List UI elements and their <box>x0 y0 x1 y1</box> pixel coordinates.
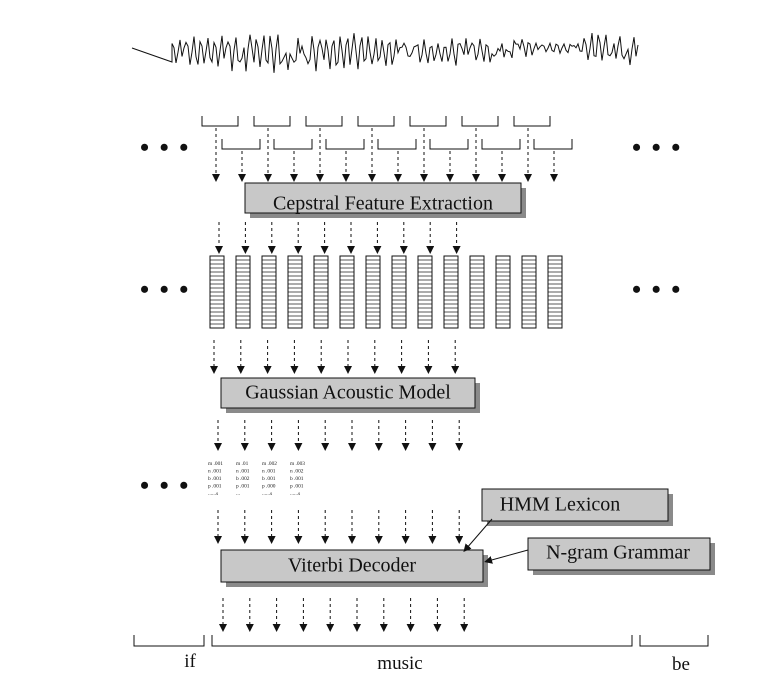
feature-vector <box>313 255 329 329</box>
likelihood-cell: ......s <box>262 491 272 497</box>
feature-vector <box>365 255 381 329</box>
likelihood-cell: n .001 <box>236 469 250 475</box>
likelihood-cell: m .001 <box>208 461 223 467</box>
word-music: music <box>377 653 422 674</box>
word-be: be <box>672 654 690 675</box>
speech-waveform <box>131 33 639 73</box>
word-if: if <box>184 651 196 672</box>
lexicon-to-decoder-arrow <box>463 518 493 553</box>
acoustic-model-label: Gaussian Acoustic Model <box>245 382 451 404</box>
frame-bracket-lower <box>377 139 417 150</box>
frame-bracket-lower <box>429 139 469 150</box>
feature-vector <box>495 255 511 329</box>
feature-vector <box>209 255 225 329</box>
frame-bracket-lower <box>325 139 365 150</box>
likelihood-cell: n .001 <box>208 469 222 475</box>
feature-vector <box>547 255 563 329</box>
feature-extraction-label: Cepstral Feature Extraction <box>273 193 493 215</box>
likelihood-cell: m .01 <box>236 461 249 467</box>
ellipsis-left-likelihoods: • • • <box>140 471 190 500</box>
frame-bracket-upper <box>201 116 239 127</box>
ellipsis-left-features: • • • <box>140 275 190 304</box>
frame-bracket-upper <box>253 116 291 127</box>
decoder-box: Viterbi Decoder <box>220 549 488 587</box>
likelihood-cell: b .001 <box>208 476 222 482</box>
frame-bracket-lower <box>221 139 261 150</box>
feature-vector <box>443 255 459 329</box>
grammar-label: N-gram Grammar <box>546 542 690 564</box>
feature-vector-columns <box>209 255 563 329</box>
feature-extraction-box: Cepstral Feature Extraction <box>244 182 526 218</box>
likelihood-cell: p .001 <box>208 484 222 490</box>
feature-vector <box>261 255 277 329</box>
frame-bracket-upper <box>513 116 551 127</box>
frame-bracket-upper <box>461 116 499 127</box>
likelihood-cell: b .001 <box>262 476 276 482</box>
feature-vector <box>339 255 355 329</box>
likelihood-cell: ......s <box>290 491 300 497</box>
frame-bracket-upper <box>357 116 395 127</box>
feature-vector <box>469 255 485 329</box>
likelihood-cell: p .000 <box>262 484 276 490</box>
likelihood-cell: b .002 <box>236 476 250 482</box>
lexicon-label: HMM Lexicon <box>500 494 621 516</box>
frame-bracket-lower <box>273 139 313 150</box>
output-word-brackets <box>133 635 709 647</box>
frame-bracket-upper <box>305 116 343 127</box>
likelihood-cell: n .002 <box>290 469 304 475</box>
likelihood-cell: p .001 <box>290 484 304 490</box>
feature-vector <box>391 255 407 329</box>
ellipsis-left-waveform: • • • <box>140 133 190 162</box>
grammar-box: N-gram Grammar <box>527 537 715 575</box>
likelihood-cell: m .002 <box>262 461 277 467</box>
likelihood-cell: p .001 <box>236 484 250 490</box>
lexicon-box: HMM Lexicon <box>481 488 673 526</box>
acoustic-model-box: Gaussian Acoustic Model <box>220 377 480 413</box>
decoder-label: Viterbi Decoder <box>288 555 417 577</box>
likelihood-cell: n .001 <box>262 469 276 475</box>
grammar-to-decoder-arrow <box>484 549 529 564</box>
feature-vector <box>417 255 433 329</box>
frame-window-brackets <box>201 116 573 150</box>
ellipsis-right-features: • • • <box>632 275 682 304</box>
likelihood-cell: m .003 <box>290 461 305 467</box>
flow-arrows <box>210 128 558 632</box>
likelihood-cell: ... <box>236 491 240 497</box>
frame-bracket-upper <box>409 116 447 127</box>
likelihood-cell: b .001 <box>290 476 304 482</box>
ellipsis-right-waveform: • • • <box>632 133 682 162</box>
feature-vector <box>235 255 251 329</box>
frame-bracket-lower <box>533 139 573 150</box>
feature-vector <box>521 255 537 329</box>
frame-bracket-lower <box>481 139 521 150</box>
likelihood-cell: ......s <box>208 491 218 497</box>
feature-vector <box>287 255 303 329</box>
